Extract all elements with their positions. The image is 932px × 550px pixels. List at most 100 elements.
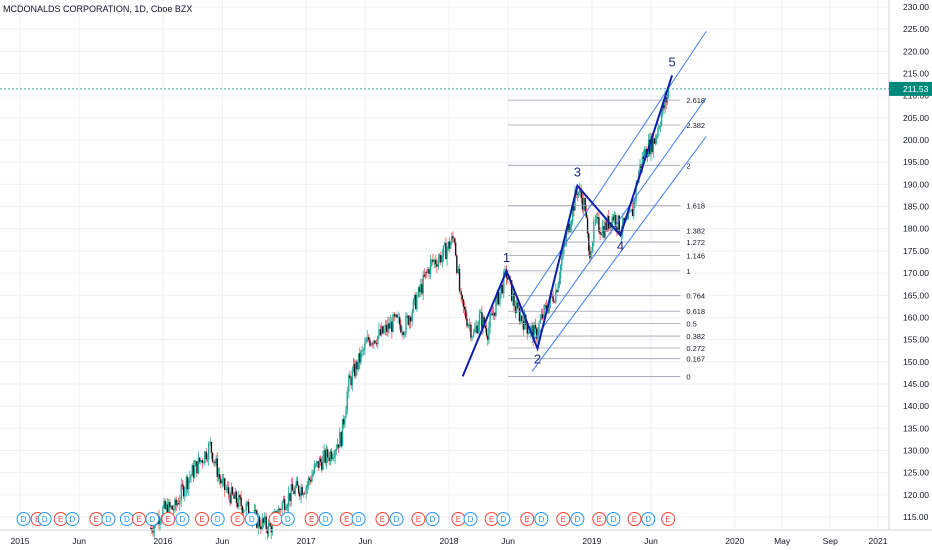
- wave-label: 2: [534, 351, 541, 366]
- dividend-event-icon[interactable]: [570, 512, 585, 526]
- y-tick-label: 185.00: [903, 202, 929, 212]
- price-axis[interactable]: 115.00 120.00 125.00 130.00 135.00 140.00 145.…: [0, 0, 932, 530]
- candle-body: [660, 114, 663, 126]
- candle-body: [657, 128, 659, 136]
- earnings-event-icon[interactable]: [195, 512, 210, 526]
- earnings-event-icon[interactable]: [304, 512, 319, 526]
- dividend-event-icon[interactable]: [534, 512, 549, 526]
- dividend-event-icon[interactable]: [101, 512, 116, 526]
- earnings-event-icon[interactable]: [161, 512, 176, 526]
- dividend-event-icon[interactable]: [280, 512, 295, 526]
- candle-body: [313, 465, 316, 473]
- trend-channel[interactable]: [519, 31, 707, 372]
- candle-body: [319, 458, 322, 462]
- candle-body: [539, 319, 541, 324]
- candle-body: [407, 315, 409, 325]
- event-letter: D: [611, 515, 617, 524]
- candle-body: [629, 211, 631, 213]
- event-letter: D: [106, 515, 112, 524]
- candle-body: [470, 324, 472, 338]
- candle-body: [377, 335, 379, 345]
- candle-body: [271, 518, 274, 533]
- candle-body: [317, 461, 319, 468]
- candle-body: [329, 451, 332, 462]
- candle-body: [593, 221, 595, 242]
- candle-body: [653, 138, 656, 144]
- earnings-event-icon[interactable]: [627, 512, 642, 526]
- fib-level-label: 1.272: [686, 238, 705, 247]
- dividend-event-icon[interactable]: [389, 512, 404, 526]
- candle-body: [571, 205, 574, 222]
- dividend-event-icon[interactable]: [496, 512, 511, 526]
- y-tick-label: 155.00: [903, 335, 929, 345]
- candle-body: [458, 268, 461, 292]
- candle-body: [240, 497, 242, 507]
- chart-title: MCDONALDS CORPORATION, 1D, Cboe BZX: [3, 4, 192, 14]
- y-tick-label: 165.00: [903, 290, 929, 300]
- dividend-event-icon[interactable]: [351, 512, 366, 526]
- candle-body: [326, 449, 329, 458]
- candle-body: [247, 502, 250, 516]
- y-tick-label: 215.00: [903, 69, 929, 79]
- candle-body: [584, 198, 586, 212]
- earnings-event-icon[interactable]: [556, 512, 571, 526]
- candle-body: [609, 222, 611, 229]
- time-axis[interactable]: 2015 Jun 2016 Jun 2017 Jun 2018 Jun 2019 Jun 2020 M…: [0, 529, 932, 546]
- candle-body: [171, 505, 173, 510]
- dividend-event-icon[interactable]: [425, 512, 440, 526]
- earnings-event-icon[interactable]: [592, 512, 607, 526]
- candle-body: [325, 449, 328, 463]
- candle-body: [465, 309, 467, 319]
- earnings-event-icon[interactable]: [230, 512, 245, 526]
- dividend-event-icon[interactable]: [641, 512, 656, 526]
- event-letter: D: [430, 515, 436, 524]
- dividend-event-icon[interactable]: [463, 512, 478, 526]
- candle-body: [652, 138, 655, 152]
- candle-body: [196, 461, 198, 474]
- candle-body: [279, 509, 282, 511]
- candle-body: [616, 227, 618, 230]
- dividend-event-icon[interactable]: [37, 512, 52, 526]
- candle-body: [531, 325, 533, 327]
- candle-body: [411, 312, 413, 322]
- dividend-event-icon[interactable]: [244, 512, 259, 526]
- dividend-event-icon[interactable]: [65, 512, 80, 526]
- elliott-wave[interactable]: 1 2 3 4 5: [461, 54, 676, 377]
- dividend-event-icon[interactable]: [145, 512, 160, 526]
- fibonacci-extension[interactable]: 0 0.167 0.272 0.382 0.5 0.618 0.764 1 1.146 1.272…: [508, 96, 705, 381]
- candle-body: [257, 517, 260, 528]
- candle-body: [626, 219, 628, 221]
- earnings-event-icon[interactable]: [411, 512, 426, 526]
- earnings-event-icon[interactable]: [661, 512, 676, 526]
- candle-body: [296, 481, 299, 486]
- event-letter: D: [285, 515, 291, 524]
- candle-body: [314, 463, 317, 466]
- dividend-event-icon[interactable]: [16, 512, 31, 526]
- candle-body: [504, 269, 506, 272]
- candle-body: [432, 259, 434, 263]
- candle-body: [202, 462, 205, 464]
- candle-body: [177, 503, 180, 505]
- earnings-event-icon[interactable]: [375, 512, 390, 526]
- event-letter: E: [597, 515, 602, 524]
- candle-body: [441, 255, 444, 263]
- dividend-event-icon[interactable]: [175, 512, 190, 526]
- candle-body: [451, 236, 453, 244]
- candle-body: [461, 295, 464, 300]
- candle-body: [189, 477, 191, 480]
- dividend-event-icon[interactable]: [318, 512, 333, 526]
- earnings-event-icon[interactable]: [520, 512, 535, 526]
- candle-body: [456, 255, 458, 274]
- candle-body: [179, 500, 181, 505]
- candle-body: [302, 493, 305, 495]
- candle-body: [181, 484, 184, 486]
- dividend-event-icon[interactable]: [606, 512, 621, 526]
- candle-body: [357, 353, 360, 370]
- channel-line: [519, 31, 707, 313]
- candle-body: [434, 260, 437, 265]
- dividend-event-icon[interactable]: [210, 512, 225, 526]
- candle-body: [569, 227, 572, 232]
- candle-body: [351, 370, 354, 386]
